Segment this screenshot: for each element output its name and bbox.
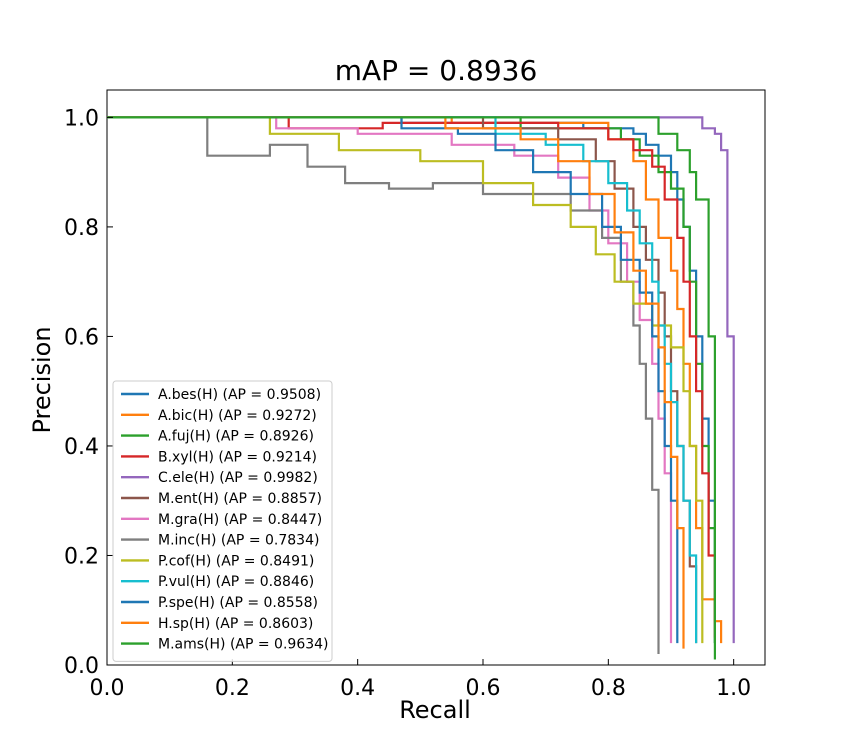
legend-label: M.ams(H) (AP = 0.9634) — [158, 637, 329, 653]
legend-label: M.inc(H) (AP = 0.7834) — [158, 533, 319, 549]
legend-label: P.spe(H) (AP = 0.8558) — [158, 595, 318, 611]
legend: A.bes(H) (AP = 0.9508) A.bic(H) (AP = 0.9… — [112, 380, 333, 662]
legend-label: C.ele(H) (AP = 0.9982) — [158, 470, 318, 486]
x-axis: 0.0 0.2 0.4 0.6 0.8 1.0 — [90, 659, 751, 701]
y-tick-label: 0.0 — [64, 654, 99, 679]
x-tick-label: 0.0 — [90, 676, 125, 701]
x-tick-label: 0.6 — [466, 676, 501, 701]
y-tick-label: 0.2 — [64, 544, 99, 569]
series-line-4 — [107, 116, 735, 644]
legend-box — [112, 380, 333, 662]
x-tick-label: 0.4 — [340, 676, 375, 701]
legend-label: H.sp(H) (AP = 0.8603) — [158, 616, 313, 632]
legend-label: B.xyl(H) (AP = 0.9214) — [158, 449, 317, 465]
chart-title: mAP = 0.8936 — [335, 54, 538, 87]
legend-label: M.gra(H) (AP = 0.8447) — [158, 512, 322, 528]
series-line-8 — [107, 116, 704, 644]
y-tick-label: 0.4 — [64, 435, 99, 460]
y-tick-label: 1.0 — [64, 106, 99, 131]
curves-layer — [107, 116, 735, 660]
x-tick-label: 1.0 — [716, 676, 751, 701]
series-line-10 — [107, 116, 679, 644]
y-axis: 0.0 0.2 0.4 0.6 0.8 1.0 — [64, 106, 113, 679]
x-tick-label: 0.2 — [215, 676, 250, 701]
plot-frame — [106, 89, 766, 666]
y-tick-label: 0.8 — [64, 216, 99, 241]
y-axis-label: Precision — [28, 326, 56, 433]
series-line-9 — [107, 116, 698, 644]
x-axis-label: Recall — [399, 696, 471, 724]
legend-label: A.fuj(H) (AP = 0.8926) — [158, 429, 314, 445]
legend-label: P.vul(H) (AP = 0.8846) — [158, 574, 314, 590]
legend-label: A.bes(H) (AP = 0.9508) — [158, 387, 321, 403]
x-tick-label: 0.8 — [591, 676, 626, 701]
y-tick-label: 0.6 — [64, 325, 99, 350]
legend-label: P.cof(H) (AP = 0.8491) — [158, 553, 314, 569]
legend-label: A.bic(H) (AP = 0.9272) — [158, 408, 317, 424]
series-line-2 — [107, 116, 716, 644]
legend-label: M.ent(H) (AP = 0.8857) — [158, 491, 322, 507]
series-line-11 — [107, 116, 685, 649]
series-line-3 — [107, 116, 716, 638]
series-line-12 — [107, 116, 716, 660]
